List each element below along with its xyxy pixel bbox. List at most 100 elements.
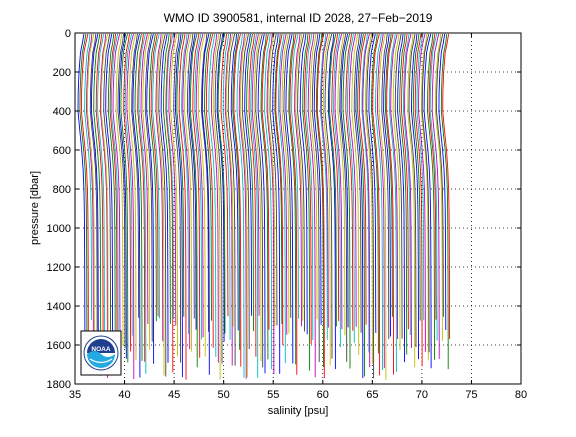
profile-line xyxy=(163,33,171,324)
profile-line xyxy=(227,33,236,366)
profile-line xyxy=(277,33,286,363)
profile-line xyxy=(112,33,121,331)
profile-line xyxy=(333,33,341,348)
profile-line xyxy=(327,33,336,369)
profile-line xyxy=(399,33,408,355)
profile-line xyxy=(428,33,437,320)
profile-line xyxy=(297,33,305,332)
profile-line xyxy=(279,33,288,335)
profile-line xyxy=(260,33,269,360)
x-axis-label: salinity [psu] xyxy=(268,405,329,417)
profile-line xyxy=(248,33,257,357)
profile-line xyxy=(316,33,325,379)
profile-line xyxy=(315,33,324,368)
profile-line xyxy=(90,33,99,344)
profile-line xyxy=(100,33,109,330)
y-tick-label: 0 xyxy=(65,28,71,40)
profile-line xyxy=(313,33,322,325)
profile-line xyxy=(429,33,438,341)
x-tick-label: 55 xyxy=(267,389,279,401)
profile-line xyxy=(204,33,212,321)
profile-line xyxy=(436,33,444,317)
profile-line xyxy=(402,33,411,335)
profile-line xyxy=(390,33,399,340)
y-tick-label: 400 xyxy=(53,106,71,118)
profile-line xyxy=(192,33,201,358)
y-tick-label: 1200 xyxy=(47,262,71,274)
x-tick-label: 60 xyxy=(317,389,329,401)
profile-line xyxy=(345,33,354,331)
profile-line xyxy=(418,33,426,352)
profile-line xyxy=(309,33,318,320)
profile-line xyxy=(255,33,264,368)
profile-line xyxy=(423,33,432,369)
profile-line xyxy=(431,33,440,359)
profile-line xyxy=(156,33,165,376)
y-axis-label: pressure [dbar] xyxy=(29,171,41,245)
profile-line xyxy=(348,33,357,327)
profile-line xyxy=(275,33,284,346)
y-tick-label: 200 xyxy=(53,67,71,79)
profile-line xyxy=(146,33,155,364)
profile-line xyxy=(134,33,143,361)
profile-line xyxy=(368,33,377,333)
profile-line xyxy=(186,33,195,319)
profile-line xyxy=(264,33,273,370)
profile-line xyxy=(266,33,275,374)
profile-line xyxy=(385,33,393,317)
profile-line xyxy=(353,33,362,333)
profile-line xyxy=(178,33,187,380)
profile-line xyxy=(105,33,114,331)
profile-line xyxy=(77,33,86,346)
plot-frame xyxy=(74,32,522,385)
profile-line xyxy=(320,33,329,328)
profile-line xyxy=(220,33,229,317)
profile-line xyxy=(267,33,276,326)
profile-line xyxy=(272,33,281,374)
profile-line xyxy=(397,33,405,363)
x-tick-label: 40 xyxy=(118,389,130,401)
profile-line xyxy=(230,33,239,331)
profile-line xyxy=(128,33,137,360)
profile-line xyxy=(194,33,203,340)
y-tick-label: 1000 xyxy=(47,223,71,235)
profile-line xyxy=(337,33,346,336)
profile-line xyxy=(155,33,164,342)
profile-line xyxy=(123,33,132,352)
profile-line xyxy=(89,33,98,364)
profile-line xyxy=(291,33,299,319)
profile-line xyxy=(137,33,146,362)
x-tick-label: 70 xyxy=(416,389,428,401)
profile-line xyxy=(124,33,133,336)
profile-line xyxy=(253,33,262,362)
profile-line xyxy=(222,33,231,340)
profile-line xyxy=(126,33,135,379)
profile-line xyxy=(93,33,102,376)
profile-line xyxy=(329,33,337,327)
logo-text: NOAA xyxy=(91,346,110,353)
profile-line xyxy=(201,33,210,375)
profile-line xyxy=(233,33,242,367)
profile-line xyxy=(117,33,126,348)
profile-line xyxy=(434,33,443,341)
profile-line xyxy=(411,33,419,360)
profile-line xyxy=(442,33,451,340)
profile-line xyxy=(414,33,423,367)
profile-line xyxy=(210,33,219,363)
profile-line xyxy=(389,33,397,372)
profile-line xyxy=(115,33,124,346)
x-axis: 35 40 45 50 55 60 65 70 75 80 xyxy=(69,33,527,401)
profile-line xyxy=(86,33,95,332)
profile-line xyxy=(372,33,381,376)
profile-line xyxy=(366,33,375,379)
profile-line xyxy=(378,33,387,380)
profile-line xyxy=(358,33,367,325)
profile-line xyxy=(408,33,417,347)
profile-line xyxy=(201,33,209,332)
profile-line xyxy=(99,33,108,378)
chart-title: WMO ID 3900581, internal ID 2028, 27−Feb… xyxy=(164,11,433,25)
y-tick-label: 1400 xyxy=(47,301,71,313)
profile-line xyxy=(212,33,221,380)
profile-line xyxy=(375,33,383,370)
